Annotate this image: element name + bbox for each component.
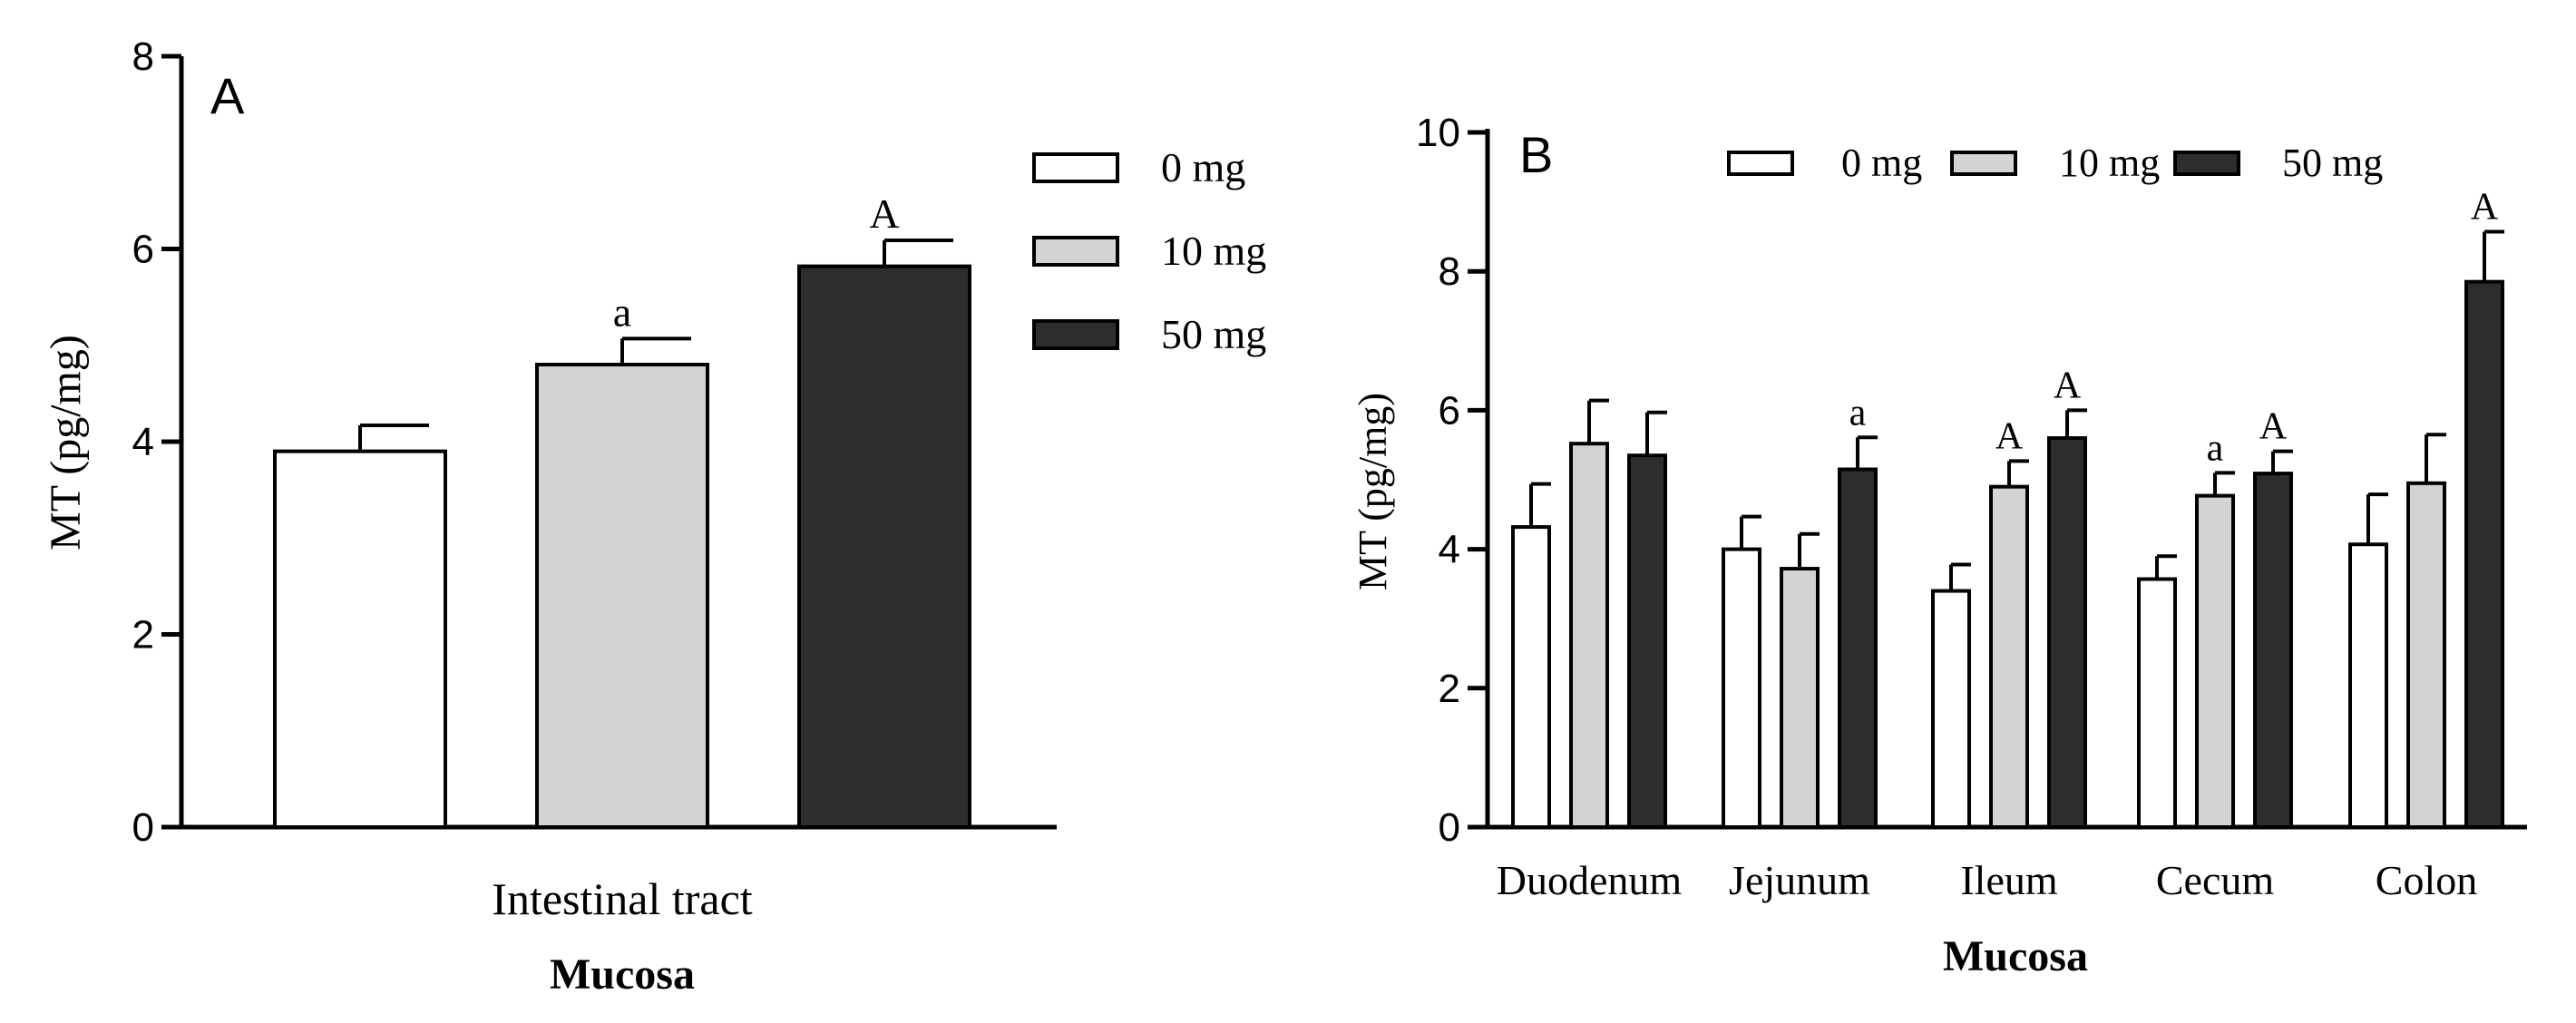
panel-a-significance-label: a (613, 288, 631, 335)
category-label: Duodenum (1497, 857, 1683, 903)
panel-b-bar (1989, 484, 2029, 829)
panel-b-bar (2253, 472, 2293, 830)
legend-label: 10 mg (2059, 141, 2160, 185)
category-label: Ileum (1960, 857, 2058, 903)
category-label: Jejunum (1729, 857, 1870, 903)
panel-a-bar (797, 264, 971, 829)
panel-b-bar (2348, 542, 2388, 829)
panel-b-significance-label: a (2207, 427, 2224, 469)
panel-a-label: A (210, 67, 245, 124)
panel-b-significance-label: A (2259, 406, 2288, 448)
panel-b-bar (2406, 481, 2446, 830)
panel-b-significance-label: A (2471, 187, 2499, 229)
panel-b-bar (2047, 436, 2087, 829)
panel-a-y-tick-label: 4 (132, 420, 154, 464)
panel-a-x-axis-label: Mucosa (550, 950, 695, 999)
panel-b-label: B (1519, 126, 1553, 183)
panel-b-y-tick-label: 4 (1439, 528, 1460, 572)
legend-swatch (1032, 236, 1119, 267)
panel-a-bars: aA (273, 190, 971, 829)
panel-a-y-tick-label: 0 (132, 805, 154, 850)
legend-label: 0 mg (1841, 141, 1922, 185)
panel-b-y-tick-label: 2 (1439, 667, 1460, 711)
panel-a-y-tick-label: 8 (132, 34, 154, 79)
legend-label: 50 mg (1161, 311, 1266, 357)
panel-a-y-tick-label: 2 (132, 613, 154, 658)
legend-swatch (1727, 151, 1794, 176)
legend-swatch (1032, 319, 1119, 350)
panel-b-bar (1722, 547, 1761, 829)
panel-b-significance-label: A (1995, 415, 2024, 457)
panel-b-x-axis-label: Mucosa (1943, 932, 2088, 980)
legend-swatch (1950, 151, 2017, 176)
panel-b-bar (2464, 279, 2504, 829)
panel-b-bar (1569, 442, 1609, 829)
category-label: Colon (2376, 857, 2477, 903)
panel-a-y-ticks: 0 2 4 6 8 (132, 34, 181, 850)
panel-a-significance-label: A (869, 190, 899, 237)
panel-b-y-tick-label: 6 (1439, 388, 1460, 433)
legend-label: 0 mg (1161, 144, 1245, 190)
panel-b-y-tick-label: 10 (1416, 111, 1460, 155)
panel-b-bar (2137, 577, 2177, 830)
panel-a-y-tick-label: 6 (132, 228, 154, 272)
panel-b-bar (2195, 493, 2235, 829)
panel-b-legend: 0 mg 10 mg 50 mg (1727, 141, 2383, 185)
panel-b-y-axis-label: MT (pg/mg) (1351, 393, 1395, 590)
panel-b-bar (1780, 567, 1820, 829)
legend-swatch (1032, 152, 1119, 183)
panel-b-bar (1627, 453, 1667, 829)
panel-b-y-tick-label: 0 (1439, 805, 1460, 850)
panel-b-category-labels: Duodenum Jejunum Ileum Cecum Colon (1497, 857, 2477, 903)
panel-b-bar (1511, 525, 1551, 829)
panel-b-bar (1931, 589, 1971, 829)
panel-b-y-ticks: 0 2 4 6 8 10 (1416, 111, 1488, 850)
panel-a-y-axis-label: MT (pg/mg) (42, 335, 90, 550)
panel-a-bar (535, 363, 709, 829)
panel-b-significance-label: A (2054, 365, 2082, 406)
panel-a-bar (273, 449, 447, 829)
legend-label: 10 mg (1161, 228, 1266, 274)
panel-b-y-tick-label: 8 (1439, 249, 1460, 294)
panel-b-significance-label: a (1849, 392, 1867, 434)
legend-label: 50 mg (2282, 141, 2383, 185)
legend-swatch (2173, 151, 2240, 176)
panel-a-category-label: Intestinal tract (492, 873, 752, 924)
panel-a-legend: 0 mg 10 mg 50 mg (1032, 144, 1266, 357)
category-label: Cecum (2156, 857, 2275, 903)
panel-b-bar (1838, 467, 1878, 829)
